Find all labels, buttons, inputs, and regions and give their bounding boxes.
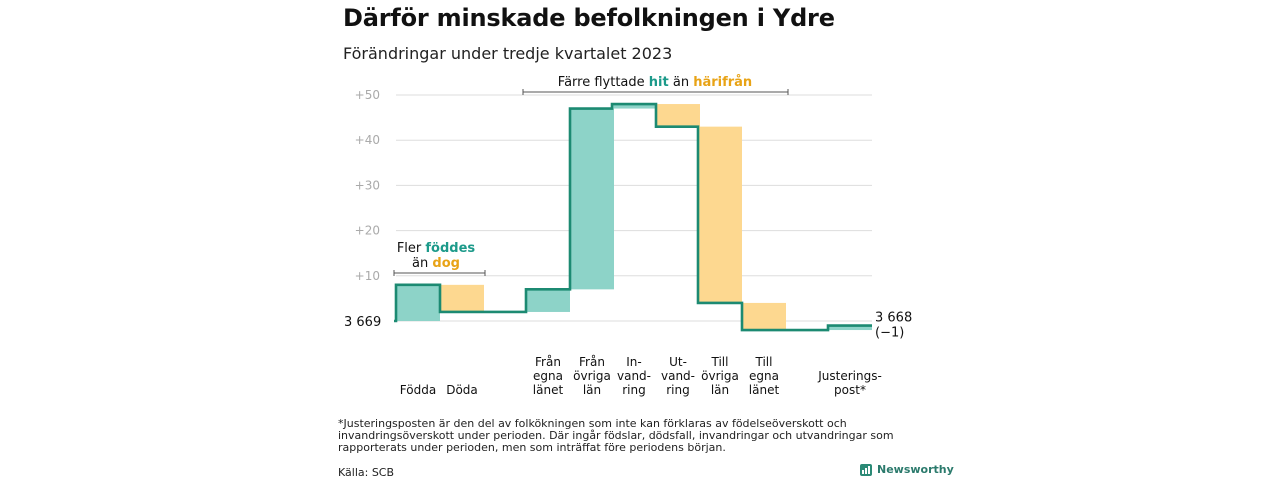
waterfall-bar [612,104,656,109]
migration-annotation: Färre flyttade hit än härifrån [558,75,752,90]
footnote: *Justeringsposten är den del av folkökni… [338,417,894,454]
waterfall-bar [656,104,700,127]
category-label: Döda [446,383,478,397]
waterfall-bar [828,325,872,331]
end-change-label: (−1) [875,326,904,341]
waterfall-bar [570,108,614,290]
births-annotation-line2: än dog [412,256,460,271]
category-label: In- [626,355,641,369]
category-label: länet [749,383,780,397]
waterfall-bar [742,302,786,331]
newsworthy-icon [860,463,872,476]
births-annotation-line1: Fler föddes [397,241,476,256]
category-label: övriga [701,369,739,383]
chart-subtitle: Förändringar under tredje kvartalet 2023 [343,44,673,63]
waterfall-bar [526,289,570,312]
source-label: Källa: SCB [338,466,395,479]
chart-title: Därför minskade befolkningen i Ydre [343,4,835,32]
y-tick-label: +50 [355,88,380,102]
category-label: ring [666,383,690,397]
category-label: vand- [617,369,651,383]
category-label: post* [834,383,866,397]
category-label: län [711,383,729,397]
brand-name: Newsworthy [877,463,954,476]
end-value-label: 3 668 [875,311,912,326]
category-label: Ut- [669,355,687,369]
y-tick-label: +40 [355,133,380,147]
cumulative-step-line [394,102,872,332]
category-label: Till [755,355,773,369]
category-label: Justerings- [817,369,882,383]
waterfall-bar [396,284,440,321]
category-label: vand- [661,369,695,383]
category-label: Från [535,355,561,369]
category-label: län [583,383,601,397]
category-label: egna [533,369,563,383]
category-label: Till [711,355,729,369]
category-label: länet [533,383,564,397]
y-tick-label: +20 [355,224,380,238]
start-value-label: 3 669 [344,315,381,330]
category-label: Födda [400,383,436,397]
y-tick-label: +10 [355,269,380,283]
category-label: övriga [573,369,611,383]
waterfall-bar [440,284,484,312]
y-tick-label: +30 [355,178,380,192]
category-label: Från [579,355,605,369]
category-label: egna [749,369,779,383]
category-label: ring [622,383,646,397]
brand-logo: Newsworthy [860,463,954,476]
waterfall-bar [698,126,742,303]
